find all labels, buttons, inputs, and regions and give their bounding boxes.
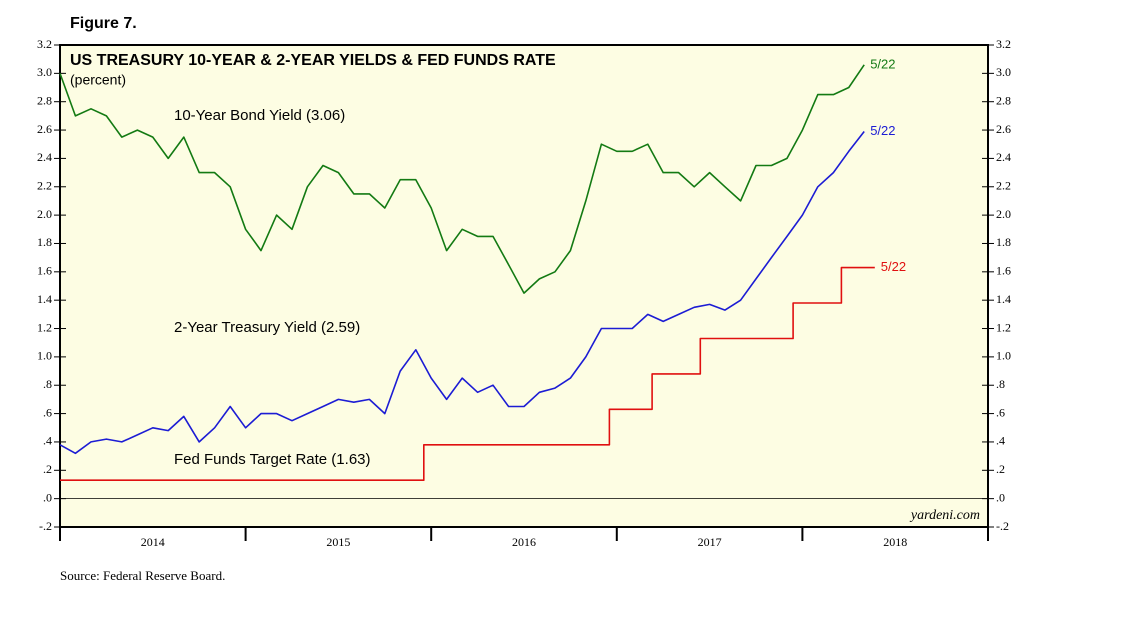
series-label: 2-Year Treasury Yield (2.59) <box>174 319 360 336</box>
y-tick-label: .2 <box>43 462 52 476</box>
y-tick-label: .8 <box>996 377 1005 391</box>
y-tick-label: 2.6 <box>37 122 52 136</box>
series-label: Fed Funds Target Rate (1.63) <box>174 451 371 468</box>
y-tick-label: .8 <box>43 377 52 391</box>
y-tick-label: 3.0 <box>37 65 52 79</box>
y-tick-label: 2.0 <box>37 207 52 221</box>
y-tick-label: 2.6 <box>996 122 1011 136</box>
y-tick-label: .6 <box>996 405 1005 419</box>
chart-subtitle: (percent) <box>70 72 126 88</box>
series-line <box>59 131 865 455</box>
series-line <box>60 266 875 481</box>
chart-title: US TREASURY 10-YEAR & 2-YEAR YIELDS & FE… <box>70 52 556 69</box>
end-label: 5/22 <box>870 56 895 71</box>
y-tick-label: 3.0 <box>996 65 1011 79</box>
y-tick-label: .2 <box>996 462 1005 476</box>
end-label: 5/22 <box>870 123 895 138</box>
x-tick-label: 2018 <box>883 535 907 549</box>
x-tick-label: 2016 <box>512 535 536 549</box>
y-tick-label: 1.0 <box>37 349 52 363</box>
y-tick-label: .4 <box>43 434 52 448</box>
y-tick-label: .6 <box>43 405 52 419</box>
watermark: yardeni.com <box>909 508 980 523</box>
source-note: Source: Federal Reserve Board. <box>60 568 225 583</box>
y-tick-label: -.2 <box>996 519 1009 533</box>
y-tick-label: 2.4 <box>37 150 52 164</box>
x-tick-label: 2014 <box>141 535 165 549</box>
y-tick-label: 1.4 <box>37 292 52 306</box>
y-tick-label: 2.8 <box>37 93 52 107</box>
y-tick-label: 1.6 <box>37 264 52 278</box>
x-tick-label: 2017 <box>698 535 722 549</box>
y-tick-label: .4 <box>996 434 1005 448</box>
y-tick-label: 3.2 <box>37 37 52 51</box>
y-tick-label: -.2 <box>39 519 52 533</box>
y-tick-label: 1.0 <box>996 349 1011 363</box>
y-tick-label: 1.8 <box>37 235 52 249</box>
plot-area <box>59 44 989 528</box>
series-label: 10-Year Bond Yield (3.06) <box>174 107 345 124</box>
y-tick-label: 2.0 <box>996 207 1011 221</box>
y-tick-label: 1.2 <box>37 320 52 334</box>
y-tick-label: 1.8 <box>996 235 1011 249</box>
y-tick-label: 3.2 <box>996 37 1011 51</box>
y-tick-label: .0 <box>43 490 52 504</box>
y-tick-label: 1.2 <box>996 320 1011 334</box>
y-tick-label: 1.4 <box>996 292 1011 306</box>
y-tick-label: .0 <box>996 490 1005 504</box>
y-tick-label: 2.4 <box>996 150 1011 164</box>
series-line <box>59 64 865 294</box>
y-tick-label: 2.2 <box>37 179 52 193</box>
y-tick-label: 2.8 <box>996 93 1011 107</box>
x-tick-label: 2015 <box>326 535 350 549</box>
y-tick-label: 1.6 <box>996 264 1011 278</box>
y-tick-label: 2.2 <box>996 179 1011 193</box>
figure-label: Figure 7. <box>70 15 137 32</box>
end-label: 5/22 <box>881 259 906 274</box>
